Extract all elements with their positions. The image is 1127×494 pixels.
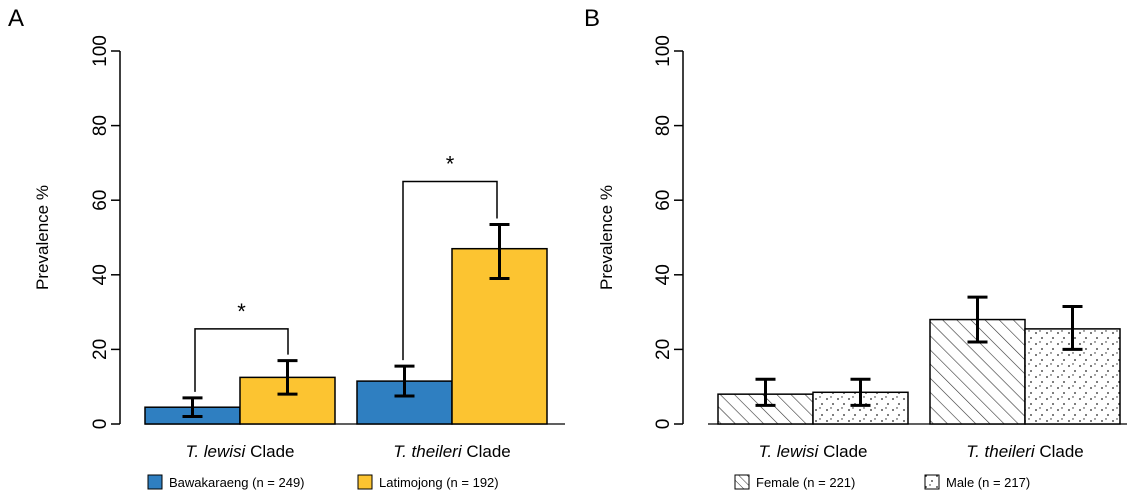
- y-tick-label: 80: [90, 115, 111, 136]
- legend-swatch: [147, 474, 163, 490]
- y-tick-label: 80: [653, 115, 674, 136]
- legend-label: Female (n = 221): [756, 475, 855, 490]
- y-tick-label: 60: [653, 190, 674, 211]
- y-tick-label: 40: [90, 264, 111, 285]
- y-tick-label: 60: [90, 190, 111, 211]
- x-category-italic: T. lewisi: [759, 442, 820, 461]
- bar-series2: [239, 376, 336, 425]
- legend-swatch: [734, 474, 750, 490]
- x-category-label: T. lewisi Clade: [759, 442, 868, 461]
- x-category-italic: T. theileri: [393, 442, 463, 461]
- panel-letter: A: [8, 5, 24, 32]
- x-category-label: T. theileri Clade: [966, 442, 1084, 461]
- y-tick-label: 100: [653, 35, 674, 67]
- x-category-rest: Clade: [245, 442, 294, 461]
- significance-bracket: [402, 180, 498, 361]
- legend-label: Latimojong (n = 192): [379, 475, 499, 490]
- x-category-rest: Clade: [462, 442, 511, 461]
- y-tick-label: 100: [90, 35, 111, 67]
- y-axis-label: Prevalence %: [597, 185, 616, 290]
- legend-label: Bawakaraeng (n = 249): [169, 475, 305, 490]
- y-tick-label: 0: [90, 419, 111, 430]
- y-axis-label: Prevalence %: [33, 185, 52, 290]
- significance-star: *: [237, 299, 246, 324]
- x-category-label: T. theileri Clade: [393, 442, 511, 461]
- y-tick-label: 20: [90, 339, 111, 360]
- legend-swatch: [357, 474, 373, 490]
- significance-bracket: [194, 328, 289, 392]
- y-tick-label: 20: [653, 339, 674, 360]
- x-category-italic: T. lewisi: [186, 442, 247, 461]
- panel-letter: B: [584, 5, 600, 32]
- x-category-italic: T. theileri: [966, 442, 1036, 461]
- panel-a: A 0 20 40 60 80 100 Prevalence % * * T. lewisi Cla…: [8, 5, 565, 490]
- significance-star: *: [446, 152, 455, 177]
- x-category-label: T. lewisi Clade: [186, 442, 295, 461]
- legend-swatch: [924, 474, 940, 490]
- x-category-rest: Clade: [818, 442, 867, 461]
- x-category-rest: Clade: [1035, 442, 1084, 461]
- y-tick-label: 40: [653, 264, 674, 285]
- y-tick-label: 0: [653, 419, 674, 430]
- panel-b: B 0 20 40 60 80 100 Prevalence % T. lewisi Clade…: [584, 5, 1127, 490]
- legend-label: Male (n = 217): [946, 475, 1030, 490]
